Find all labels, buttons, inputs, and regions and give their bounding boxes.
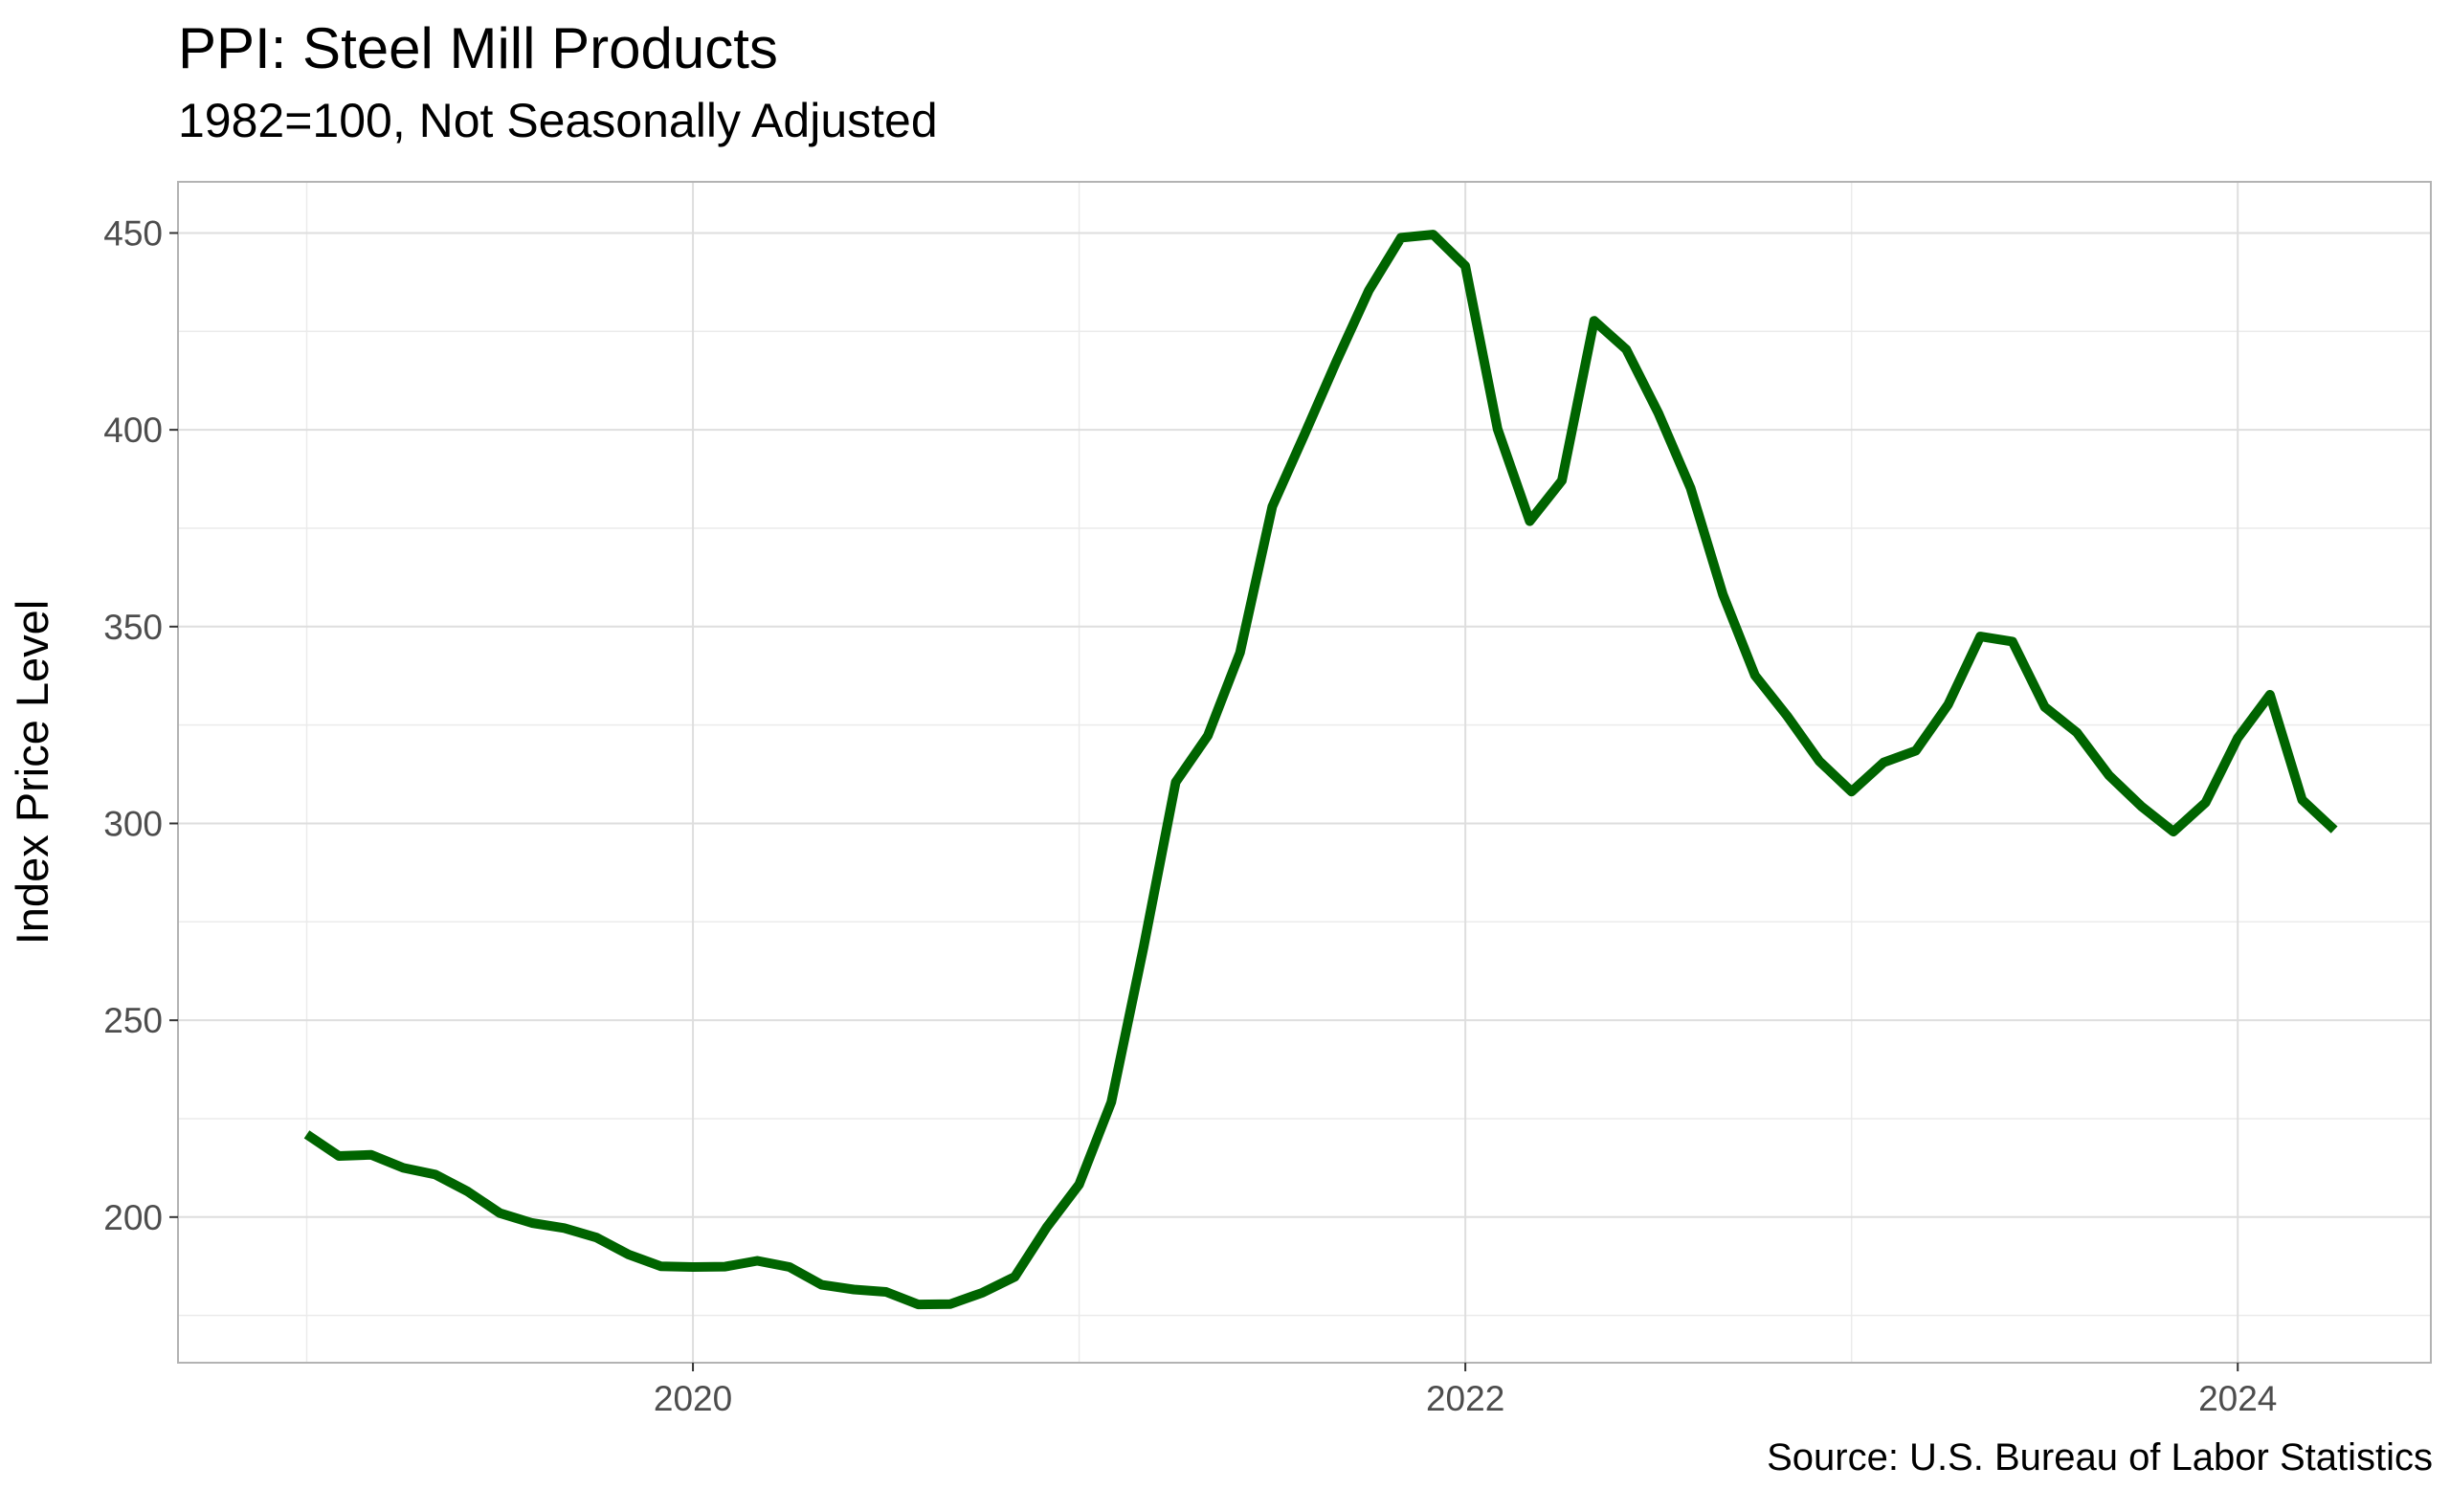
chart-title: PPI: Steel Mill Products (178, 16, 778, 80)
source-caption: Source: U.S. Bureau of Labor Statistics (1767, 1436, 2433, 1479)
x-tick-label: 2022 (1426, 1379, 1504, 1418)
x-tick-label: 2020 (654, 1379, 732, 1418)
y-tick-label: 350 (103, 608, 163, 647)
series-line (303, 230, 2338, 1310)
y-axis-ticks: 200 250 300 350 400 450 (103, 213, 178, 1237)
x-tick-label: 2024 (2198, 1379, 2277, 1418)
y-tick-label: 450 (103, 213, 163, 253)
y-tick-label: 400 (103, 411, 163, 450)
y-tick-label: 250 (103, 1001, 163, 1040)
panel-border (177, 181, 2432, 1364)
y-axis-title: Index Price Level (7, 600, 57, 945)
chart-subtitle: 1982=100, Not Seasonally Adjusted (178, 94, 938, 147)
minor-gridlines (178, 182, 2431, 1363)
x-axis-ticks: 2020 2022 2024 (654, 1363, 2277, 1418)
y-tick-label: 200 (103, 1198, 163, 1237)
series-layer (303, 230, 2338, 1310)
y-tick-label: 300 (103, 804, 163, 843)
major-gridlines (178, 182, 2431, 1363)
